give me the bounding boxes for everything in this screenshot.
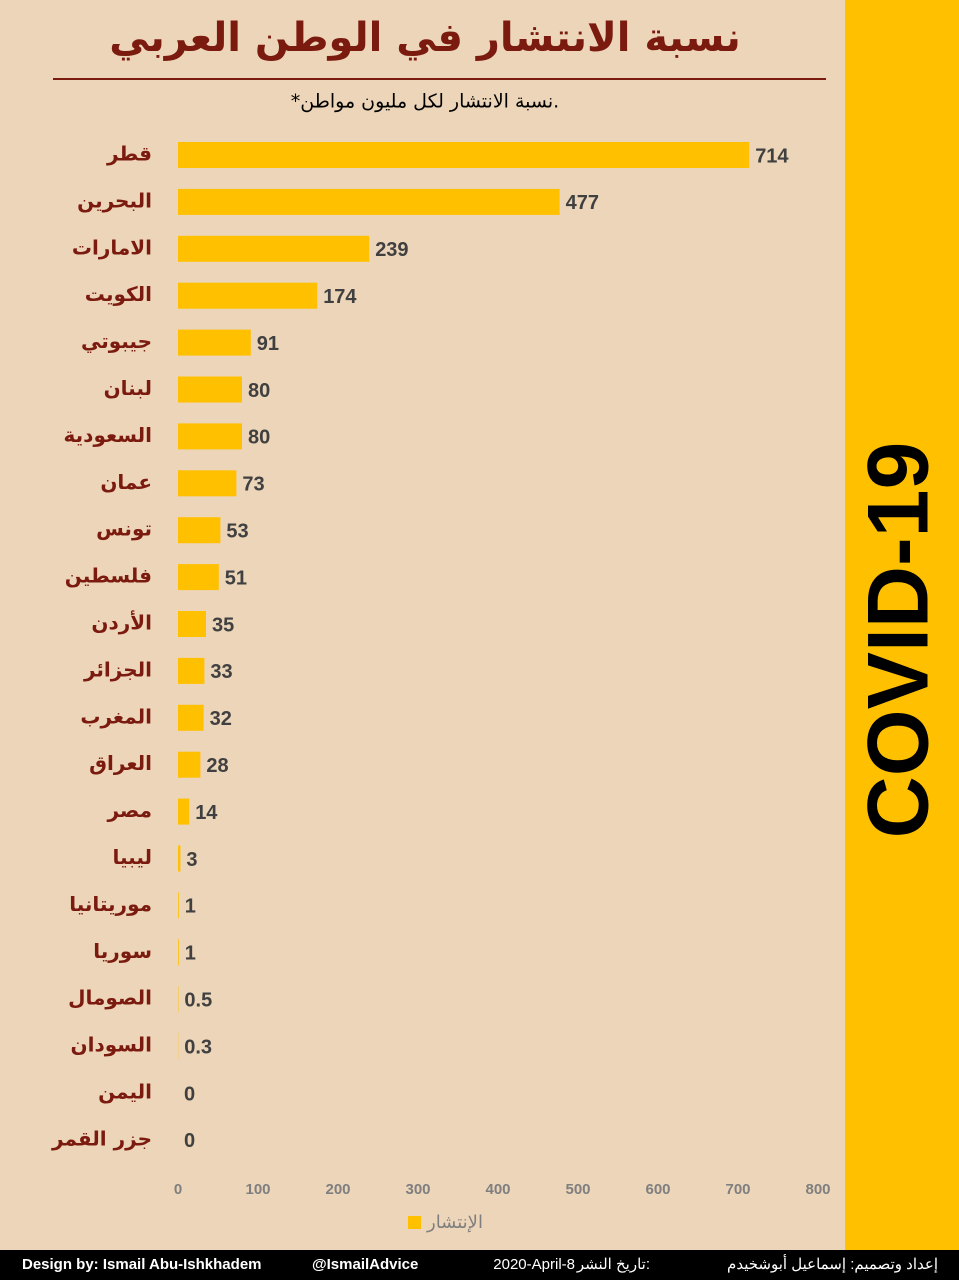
bar	[178, 282, 318, 309]
bar	[178, 845, 181, 872]
category-label: الجزائر	[83, 657, 152, 681]
category-label: قطر	[106, 142, 152, 166]
side-label: COVID-19	[851, 442, 947, 839]
x-tick-label: 0	[174, 1181, 182, 1198]
x-tick-label: 500	[565, 1181, 590, 1198]
value-label: 1	[185, 896, 196, 918]
value-label: 477	[566, 192, 599, 214]
footer-bar	[0, 1250, 959, 1280]
category-label: الامارات	[72, 235, 152, 259]
footer-credit-ar: إعداد وتصميم: إسماعيل أبوشخيدم	[727, 1254, 938, 1273]
bar	[178, 517, 221, 544]
bar	[178, 611, 206, 637]
bar	[178, 329, 251, 356]
x-tick-label: 600	[645, 1181, 670, 1198]
value-label: 80	[248, 427, 270, 449]
bar	[178, 798, 190, 825]
bar	[178, 188, 560, 215]
value-label: 73	[242, 474, 264, 496]
bar	[178, 564, 219, 591]
x-tick-label: 800	[805, 1181, 830, 1198]
category-label: العراق	[89, 751, 152, 775]
value-label: 0.5	[184, 989, 212, 1011]
x-tick-label: 700	[725, 1181, 750, 1198]
value-label: 35	[212, 614, 234, 636]
bar	[178, 376, 242, 403]
category-label: المغرب	[80, 704, 152, 728]
bar	[178, 657, 205, 684]
bar	[178, 704, 204, 731]
value-label: 239	[375, 239, 408, 261]
category-label: لبنان	[104, 376, 152, 400]
x-tick-label: 100	[245, 1181, 270, 1198]
category-label: الأردن	[91, 610, 152, 635]
footer-handle: @IsmailAdvice	[312, 1256, 418, 1273]
category-label: مصر	[106, 798, 152, 822]
value-label: 3	[186, 849, 197, 871]
footer-date: 2020-April-8	[493, 1256, 575, 1273]
value-label: 0	[184, 1083, 195, 1105]
bar	[178, 470, 237, 497]
value-label: 1	[185, 943, 196, 965]
value-label: 28	[206, 755, 228, 777]
category-label: جيبوتي	[81, 329, 152, 354]
category-label: فلسطين	[65, 564, 152, 588]
bar	[178, 892, 179, 919]
bar	[178, 751, 201, 778]
value-label: 174	[323, 286, 357, 308]
category-label: السعودية	[64, 423, 152, 447]
value-label: 91	[257, 333, 279, 355]
category-label: جزر القمر	[51, 1126, 152, 1150]
value-label: 0	[184, 1130, 195, 1152]
bar	[178, 235, 370, 262]
x-tick-label: 400	[485, 1181, 510, 1198]
legend-label: الإنتشار	[426, 1212, 483, 1233]
bar	[178, 142, 750, 168]
category-label: الصومال	[68, 986, 152, 1010]
category-label: ليبيا	[112, 845, 152, 869]
category-label: موريتانيا	[69, 892, 152, 916]
value-label: 14	[195, 802, 218, 824]
legend-swatch	[408, 1216, 421, 1229]
x-tick-label: 300	[405, 1181, 430, 1198]
chart-subtitle: *نسبة الانتشار لكل مليون مواطن.	[291, 91, 559, 113]
footer-credit: Design by: Ismail Abu-Ishkhadem	[22, 1256, 262, 1273]
bar	[178, 423, 242, 450]
category-label: السودان	[71, 1033, 152, 1057]
value-label: 53	[226, 520, 248, 542]
category-label: سوريا	[93, 939, 152, 963]
category-label: عمان	[100, 470, 152, 494]
bar	[178, 939, 179, 966]
value-label: 80	[248, 380, 270, 402]
x-tick-label: 200	[325, 1181, 350, 1198]
value-label: 51	[225, 567, 247, 589]
value-label: 32	[210, 708, 232, 730]
value-label: 0.3	[184, 1036, 212, 1058]
value-label: 714	[755, 145, 789, 167]
category-label: الكويت	[85, 282, 152, 306]
value-label: 33	[210, 661, 232, 683]
side-band	[845, 0, 959, 1250]
category-label: تونس	[96, 517, 152, 541]
category-label: اليمن	[98, 1080, 152, 1104]
chart-title: نسبة الانتشار في الوطن العربي	[109, 15, 740, 61]
category-label: البحرين	[77, 188, 152, 212]
footer-date-label: تاريخ النشر:	[576, 1256, 650, 1273]
